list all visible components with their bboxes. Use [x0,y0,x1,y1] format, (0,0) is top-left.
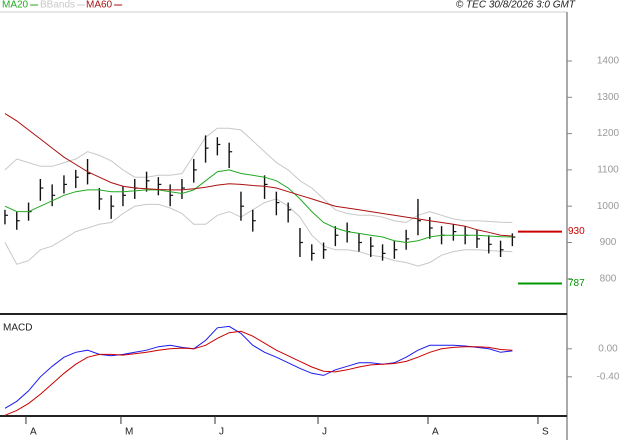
level-label: 787 [568,278,585,289]
y-tick-label: -0.40 [597,371,620,382]
x-tick-label: A [30,427,37,438]
series-line [4,198,513,267]
y-tick-label: 1300 [597,92,620,103]
series-line [4,169,513,244]
y-tick-label: 800 [600,273,617,284]
y-tick-label: 1100 [597,165,619,176]
y-tick-label: 1000 [597,201,620,212]
x-tick-label: M [125,427,133,438]
series-line [4,113,513,237]
y-tick-label: 1400 [597,56,620,67]
x-tick-label: J [322,427,327,438]
x-tick-label: S [542,427,549,438]
y-tick-label: 0.00 [598,343,618,354]
legend-label: MA60 [86,0,113,11]
y-tick-label: 1200 [597,128,620,139]
level-label: 930 [568,226,585,237]
series-line [4,330,513,416]
legend-label: MA20 [2,0,29,11]
legend-label: BBands [40,0,75,11]
series-line [4,127,513,224]
series-line [4,325,513,409]
x-tick-label: J [219,427,224,438]
y-tick-label: 900 [600,237,617,248]
copyright: © TEC 30/8/2026 3:0 GMT [456,0,576,11]
x-tick-label: A [432,427,439,438]
panel-title: MACD [3,323,32,334]
